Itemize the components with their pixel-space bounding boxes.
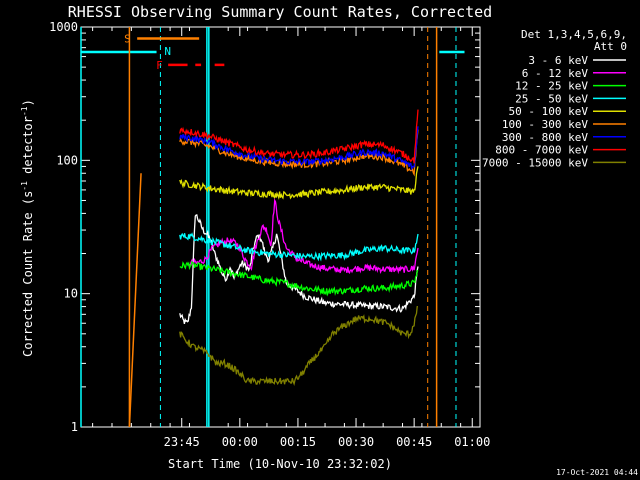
legend-header-2: Att 0 <box>594 40 627 53</box>
legend-label-6: 300 - 800 keV <box>502 131 588 144</box>
y-tick-label: 1000 <box>49 20 78 34</box>
x-tick-label: 01:00 <box>454 435 490 449</box>
legend-label-1: 6 - 12 keV <box>522 67 589 80</box>
night-flag-label: N <box>164 45 171 58</box>
x-tick-label: 00:30 <box>338 435 374 449</box>
x-axis-label: Start Time (10-Nov-10 23:32:02) <box>168 457 392 471</box>
series-lines <box>179 109 419 387</box>
flare-flag-label: F <box>156 59 163 72</box>
series-line-8 <box>179 305 419 387</box>
series-line-6 <box>179 126 419 171</box>
x-tick-label: 00:45 <box>396 435 432 449</box>
y-tick-label: 10 <box>64 287 78 301</box>
state-flags: NF S <box>80 27 465 428</box>
y-label-exp1: -1 <box>20 181 29 191</box>
axis-ticks: 23:45 00:00 00:15 00:30 00:45 01:00 1 10 100 1000 <box>49 20 490 449</box>
legend-label-8: 7000 - 15000 keV <box>482 156 588 169</box>
series-line-2 <box>179 260 419 297</box>
series-line-4 <box>179 166 419 200</box>
x-tick-label: 23:45 <box>164 435 200 449</box>
saa-flag-label: S <box>124 32 131 45</box>
y-axis-label: Corrected Count Rate (s-1 detector-1) <box>20 99 35 357</box>
legend-label-3: 25 - 50 keV <box>515 92 588 105</box>
chart-title: RHESSI Observing Summary Count Rates, Co… <box>68 3 492 21</box>
legend-header-1: Det 1,3,4,5,6,9, <box>521 28 627 41</box>
x-tick-label: 00:15 <box>280 435 316 449</box>
y-label-mid: detector <box>21 116 35 181</box>
legend-label-4: 50 - 100 keV <box>509 105 589 118</box>
series-line-0 <box>179 214 419 325</box>
legend-label-5: 100 - 300 keV <box>502 118 588 131</box>
saa-step-line <box>128 173 142 428</box>
legend-label-0: 3 - 6 keV <box>528 54 588 67</box>
y-label-end: ) <box>21 99 35 106</box>
series-line-1 <box>189 198 419 275</box>
x-tick-label: 00:00 <box>222 435 258 449</box>
legend-label-2: 12 - 25 keV <box>515 80 588 93</box>
legend-label-7: 800 - 7000 keV <box>495 144 588 157</box>
y-tick-label: 1 <box>71 420 78 434</box>
y-label-main: Corrected Count Rate (s <box>21 191 35 357</box>
series-line-7 <box>179 109 419 164</box>
y-tick-label: 100 <box>56 153 78 167</box>
series-line-5 <box>179 129 419 177</box>
series-line-3 <box>179 232 419 262</box>
y-label-exp2: -1 <box>20 106 29 116</box>
footer-date: 17-Oct-2021 04:44 <box>556 468 638 477</box>
